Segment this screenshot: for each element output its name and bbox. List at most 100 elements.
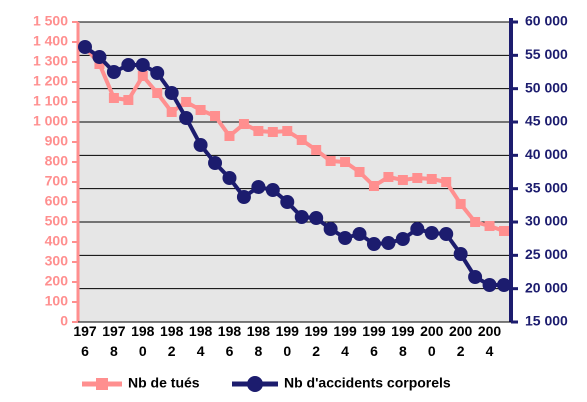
- point: [166, 107, 177, 117]
- point: [368, 181, 379, 191]
- y-tick-label: 1 300: [33, 53, 68, 69]
- x-tick-label: 199 2: [304, 323, 328, 359]
- x-tick-label: 200 0: [420, 323, 444, 359]
- y-tick-label: 1 500: [33, 13, 68, 29]
- legend-marker: [96, 378, 108, 390]
- point: [296, 135, 307, 145]
- point: [352, 227, 367, 241]
- x-tick-label: 198 4: [189, 323, 213, 359]
- legend-label: Nb de tués: [128, 375, 200, 391]
- legend-label: Nb d'accidents corporels: [284, 375, 451, 391]
- point: [484, 221, 495, 231]
- point: [410, 222, 425, 236]
- point: [499, 226, 509, 236]
- point: [482, 278, 497, 292]
- y2-tick-label: 25 000: [525, 246, 568, 262]
- point: [439, 227, 454, 241]
- point: [325, 156, 336, 166]
- point: [280, 195, 295, 209]
- point: [366, 237, 381, 251]
- x-tick-label: 199 8: [391, 323, 415, 359]
- y-tick-label: 1 200: [33, 73, 68, 89]
- plot-area: [77, 21, 512, 323]
- x-tick-label: 197 6: [73, 323, 97, 359]
- y-tick-label: 600: [45, 193, 69, 209]
- point: [137, 71, 148, 81]
- y2-tick-label: 60 000: [525, 13, 568, 29]
- y-tick-label: 0: [60, 313, 68, 329]
- point: [455, 199, 466, 209]
- point: [338, 231, 353, 245]
- point: [397, 175, 408, 185]
- point: [238, 119, 249, 129]
- point: [267, 127, 278, 137]
- x-tick-label: 199 4: [333, 323, 357, 359]
- point: [470, 217, 481, 227]
- point: [108, 93, 119, 103]
- point: [424, 226, 439, 240]
- x-tick-label: 198 6: [218, 323, 242, 359]
- point: [181, 97, 192, 107]
- y-tick-label: 1 000: [33, 113, 68, 129]
- y2-tick-label: 35 000: [525, 179, 568, 195]
- point: [193, 138, 208, 152]
- point: [323, 222, 338, 236]
- y-tick-label: 800: [45, 153, 69, 169]
- point: [468, 270, 483, 284]
- legend-marker: [247, 376, 263, 392]
- y-tick-label: 500: [45, 213, 69, 229]
- y-tick-label: 400: [45, 233, 69, 249]
- y2-tick-label: 45 000: [525, 113, 568, 129]
- x-tick-label: 200 2: [449, 323, 473, 359]
- x-tick-label: 197 8: [102, 323, 126, 359]
- point: [381, 236, 396, 250]
- point: [253, 126, 264, 136]
- point: [294, 210, 309, 224]
- x-tick-label: 199 6: [362, 323, 386, 359]
- point: [152, 88, 163, 98]
- y2-tick-label: 20 000: [525, 279, 568, 295]
- y-tick-label: 900: [45, 133, 69, 149]
- point: [224, 131, 235, 141]
- point: [121, 58, 136, 72]
- point: [453, 247, 468, 261]
- point: [395, 232, 410, 246]
- y2-tick-label: 55 000: [525, 46, 568, 62]
- point: [210, 111, 221, 121]
- point: [383, 172, 394, 182]
- point: [311, 145, 322, 155]
- y-tick-label: 1 100: [33, 93, 68, 109]
- y2-tick-label: 15 000: [525, 313, 568, 329]
- point: [179, 111, 194, 125]
- point: [265, 183, 280, 197]
- point: [497, 278, 511, 292]
- y-tick-label: 700: [45, 173, 69, 189]
- point: [164, 86, 179, 100]
- x-tick-label: 198 8: [247, 323, 271, 359]
- point: [150, 66, 165, 80]
- point: [354, 167, 365, 177]
- y2-tick-label: 40 000: [525, 146, 568, 162]
- point: [195, 105, 206, 115]
- y2-tick-label: 50 000: [525, 79, 568, 95]
- y-tick-label: 200: [45, 273, 69, 289]
- y-tick-label: 300: [45, 253, 69, 269]
- x-tick-label: 198 0: [131, 323, 155, 359]
- point: [135, 58, 150, 72]
- point: [251, 180, 266, 194]
- y2-tick-label: 30 000: [525, 213, 568, 229]
- point: [340, 157, 351, 167]
- point: [123, 95, 134, 105]
- point: [412, 173, 423, 183]
- x-tick-label: 198 2: [160, 323, 184, 359]
- y-tick-label: 100: [45, 293, 69, 309]
- x-tick-label: 200 4: [478, 323, 502, 359]
- point: [208, 156, 223, 170]
- point: [236, 190, 251, 204]
- point: [92, 50, 107, 64]
- y-tick-label: 1 400: [33, 33, 68, 49]
- point: [222, 171, 237, 185]
- point: [426, 174, 437, 184]
- point: [78, 40, 92, 54]
